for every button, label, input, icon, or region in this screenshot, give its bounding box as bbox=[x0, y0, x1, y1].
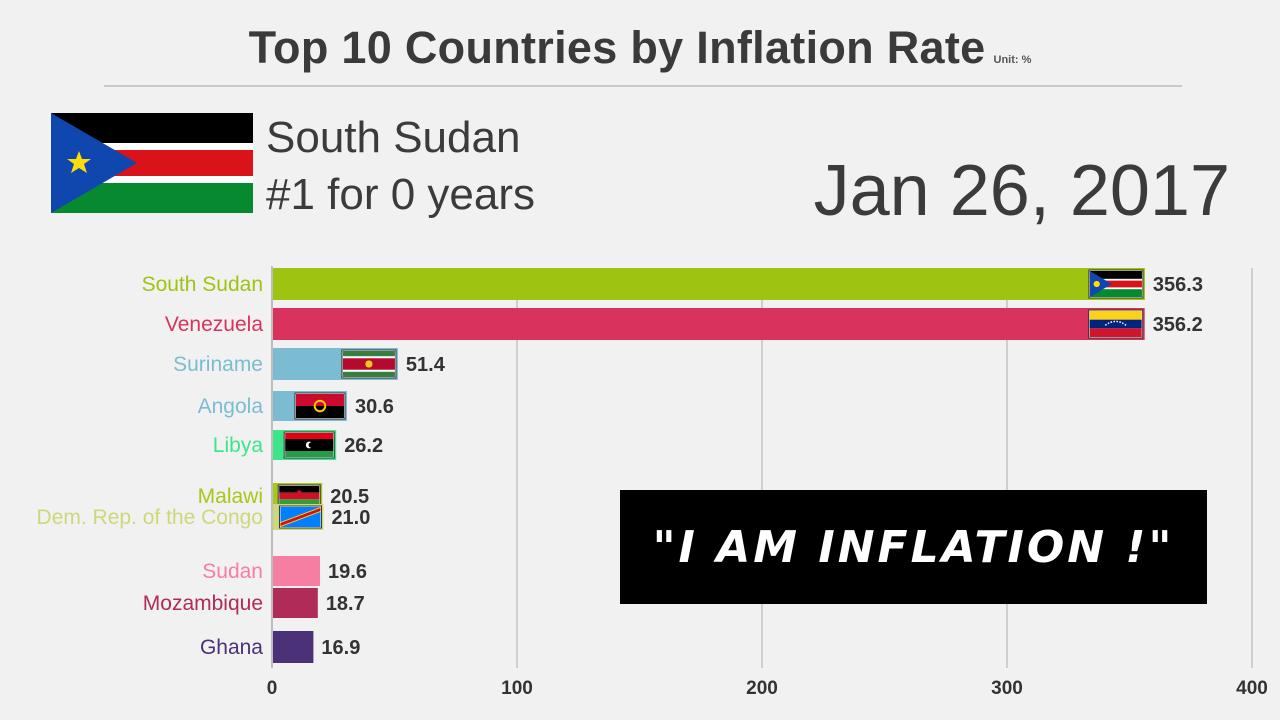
x-tick-label: 200 bbox=[746, 678, 778, 699]
leader-name: South Sudan bbox=[266, 113, 521, 162]
value-label: 356.2 bbox=[1153, 314, 1203, 336]
value-label: 51.4 bbox=[406, 354, 446, 376]
category-label: Suriname bbox=[173, 353, 263, 376]
leader-years: #1 for 0 years bbox=[266, 170, 536, 219]
x-tick-label: 0 bbox=[267, 678, 278, 699]
drc-flag-icon bbox=[278, 505, 322, 529]
category-label: Angola bbox=[198, 395, 264, 418]
angola-flag-icon bbox=[294, 392, 346, 420]
category-label: Dem. Rep. of the Congo bbox=[37, 506, 263, 529]
bar bbox=[272, 556, 321, 586]
caption-box: "I AM INFLATION !" bbox=[620, 490, 1207, 604]
malawi-flag-icon bbox=[277, 484, 321, 508]
caption-text: "I AM INFLATION !" bbox=[652, 521, 1175, 573]
category-label: Sudan bbox=[202, 560, 263, 583]
bar bbox=[272, 308, 1145, 340]
category-label: Libya bbox=[213, 434, 264, 457]
category-label: Venezuela bbox=[165, 313, 263, 336]
category-label: South Sudan bbox=[142, 273, 263, 296]
value-label: 30.6 bbox=[355, 396, 394, 418]
value-label: 18.7 bbox=[326, 593, 365, 615]
value-label: 20.5 bbox=[330, 486, 369, 508]
x-tick-label: 400 bbox=[1236, 678, 1268, 699]
suriname-flag-icon bbox=[341, 349, 397, 379]
venezuela-flag-icon bbox=[1088, 309, 1144, 339]
category-label: Malawi bbox=[198, 485, 263, 508]
bar bbox=[272, 631, 314, 663]
value-label: 16.9 bbox=[321, 637, 360, 659]
bar bbox=[272, 588, 318, 618]
south-sudan-flag-icon bbox=[51, 113, 253, 213]
title-text: Top 10 Countries by Inflation Rate bbox=[248, 22, 986, 73]
title-divider bbox=[104, 85, 1182, 87]
libya-flag-icon bbox=[283, 431, 335, 459]
category-label: Ghana bbox=[200, 636, 263, 659]
bar bbox=[272, 268, 1145, 300]
chart-title: Top 10 Countries by Inflation Rate Unit: … bbox=[0, 22, 1280, 74]
unit-label: Unit: % bbox=[993, 54, 1032, 66]
value-label: 21.0 bbox=[331, 507, 370, 529]
category-label: Mozambique bbox=[143, 592, 263, 615]
value-label: 19.6 bbox=[328, 561, 367, 583]
value-label: 356.3 bbox=[1153, 274, 1203, 296]
x-tick-label: 300 bbox=[991, 678, 1023, 699]
value-label: 26.2 bbox=[344, 435, 383, 457]
south-sudan-flag-icon bbox=[1088, 269, 1144, 299]
x-tick-label: 100 bbox=[501, 678, 533, 699]
date-label: Jan 26, 2017 bbox=[813, 151, 1230, 231]
